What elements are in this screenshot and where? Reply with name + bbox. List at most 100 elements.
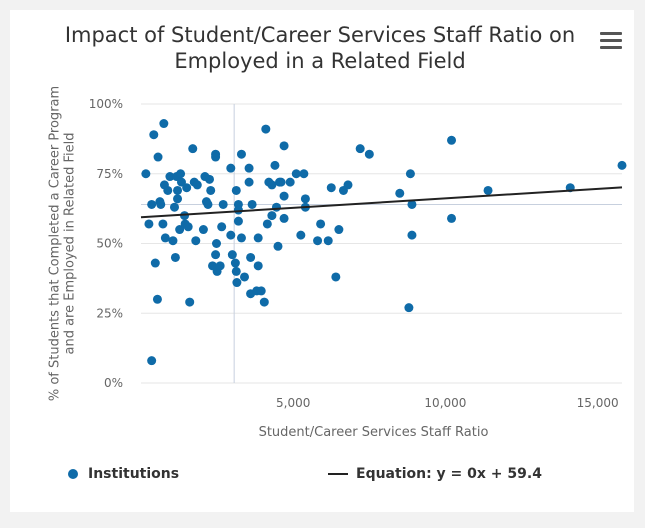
- chart-title-line-1: Impact of Student/Career Services Staff …: [64, 23, 576, 47]
- data-point: [253, 233, 263, 243]
- y-tick-label: 50%: [96, 237, 123, 251]
- data-point: [355, 144, 365, 154]
- data-point: [299, 169, 309, 179]
- data-point: [617, 160, 627, 170]
- x-axis-title: Student/Career Services Staff Ratio: [259, 425, 489, 440]
- data-point: [188, 144, 198, 154]
- data-point: [230, 258, 240, 268]
- data-point: [218, 199, 228, 209]
- x-tick-label: 5,000: [276, 396, 310, 410]
- legend: Institutions Equation: y = 0x + 59.4: [10, 466, 634, 488]
- y-tick-label: 75%: [96, 167, 123, 181]
- legend-label-institutions: Institutions: [88, 466, 180, 482]
- data-point: [215, 261, 225, 271]
- data-point: [160, 233, 170, 243]
- data-point: [271, 202, 281, 212]
- data-point: [192, 180, 202, 190]
- data-point: [244, 163, 254, 173]
- data-point: [175, 225, 185, 235]
- data-point: [313, 236, 323, 246]
- data-point: [185, 297, 195, 307]
- data-point: [276, 177, 286, 187]
- data-point: [285, 177, 295, 187]
- data-point: [170, 252, 180, 262]
- data-point: [211, 152, 221, 162]
- data-point: [182, 183, 192, 193]
- legend-dot-marker: [68, 469, 78, 479]
- data-point: [405, 169, 415, 179]
- data-point: [211, 239, 221, 248]
- y-axis-title-line: and are Employed in Related Field: [63, 132, 78, 354]
- data-point: [150, 258, 160, 268]
- chart-title: Impact of Student/Career Services Staff …: [10, 22, 630, 74]
- data-point: [244, 177, 254, 187]
- data-point: [246, 252, 256, 262]
- data-point: [267, 180, 277, 190]
- data-point: [173, 194, 183, 204]
- data-point: [144, 219, 154, 229]
- data-point: [407, 230, 417, 240]
- x-tick-label: 10,000: [424, 396, 466, 410]
- hamburger-menu-icon[interactable]: [600, 32, 622, 50]
- data-point: [334, 225, 344, 235]
- chart-title-line-2: Employed in a Related Field: [174, 49, 466, 73]
- data-point: [169, 202, 179, 212]
- data-point: [173, 185, 183, 195]
- data-point: [364, 149, 374, 159]
- data-point: [198, 225, 208, 235]
- data-point: [273, 241, 283, 251]
- y-axis-title-line: % of Students that Completed a Career Pr…: [48, 86, 63, 401]
- data-point: [407, 199, 417, 209]
- data-point: [262, 219, 272, 229]
- data-point: [158, 219, 168, 229]
- data-point: [236, 149, 246, 159]
- x-tick-label: 15,000: [577, 396, 619, 410]
- data-point: [270, 160, 280, 170]
- data-point: [279, 191, 289, 201]
- data-point: [159, 119, 169, 129]
- legend-label-equation: Equation: y = 0x + 59.4: [356, 466, 542, 482]
- data-point: [231, 266, 241, 276]
- data-point: [343, 180, 353, 190]
- data-point: [163, 185, 173, 195]
- trend-line: [140, 186, 623, 219]
- data-point: [204, 174, 214, 184]
- data-point: [227, 250, 237, 260]
- data-point: [447, 213, 457, 223]
- data-point: [279, 141, 289, 151]
- y-tick-label: 25%: [96, 306, 123, 320]
- legend-line-marker: [328, 473, 348, 475]
- data-point: [147, 199, 157, 209]
- data-point: [176, 169, 186, 179]
- data-point: [180, 211, 190, 221]
- y-tick-label: 0%: [104, 376, 123, 390]
- data-point: [226, 230, 236, 240]
- legend-item-institutions[interactable]: Institutions: [68, 466, 179, 482]
- data-point: [147, 356, 157, 366]
- legend-item-equation[interactable]: Equation: y = 0x + 59.4: [328, 466, 542, 482]
- data-point: [211, 250, 221, 260]
- data-point: [259, 297, 269, 307]
- data-point: [447, 135, 457, 145]
- data-point: [149, 130, 159, 140]
- data-point: [267, 211, 277, 221]
- data-point: [236, 233, 246, 243]
- data-point: [300, 194, 310, 204]
- data-point: [206, 185, 216, 195]
- data-point: [247, 199, 257, 209]
- data-point: [261, 124, 271, 134]
- data-point: [203, 199, 213, 209]
- data-point: [331, 272, 341, 282]
- data-point: [279, 213, 289, 223]
- data-point: [156, 199, 166, 209]
- chart-card: Impact of Student/Career Services Staff …: [10, 10, 634, 512]
- data-point: [152, 294, 162, 304]
- data-point: [240, 272, 250, 282]
- y-tick-label: 100%: [89, 97, 123, 111]
- data-point: [323, 236, 333, 246]
- data-point: [316, 219, 326, 229]
- data-point: [168, 236, 178, 246]
- data-point: [326, 183, 336, 193]
- data-point: [183, 222, 193, 232]
- data-point: [233, 205, 243, 215]
